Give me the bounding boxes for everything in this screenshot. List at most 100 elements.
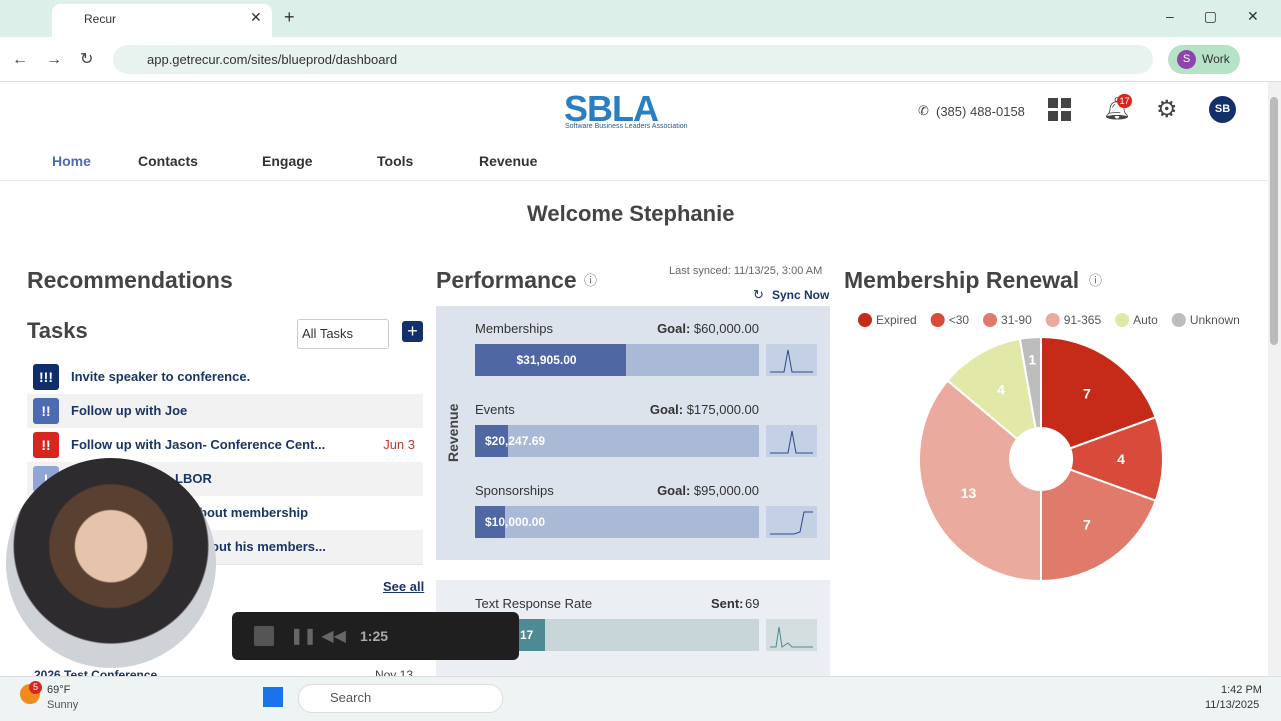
logo[interactable]: SBLA (564, 88, 659, 129)
search[interactable]: Search (330, 690, 372, 705)
goal-word: Goal: (657, 321, 691, 336)
nav-item[interactable]: Engage (262, 153, 313, 169)
tab-close[interactable]: ✕ (250, 9, 262, 25)
nav-item[interactable]: Tools (377, 153, 414, 169)
scroll-thumb[interactable] (1270, 97, 1278, 345)
legend-swatch (1115, 313, 1130, 327)
start[interactable] (263, 687, 283, 707)
welcome: Welcome Stephanie (527, 201, 735, 226)
phone[interactable]: (385) 488-0158 (936, 104, 1025, 119)
legend-swatch (858, 313, 872, 327)
goal: Goal: $175,000.00 (650, 402, 759, 417)
info-icon[interactable]: ⓘ (584, 273, 598, 288)
goal: Goal: $95,000.00 (657, 483, 759, 498)
filter-label[interactable]: All Tasks (302, 326, 354, 341)
section-title: Recommendations (27, 267, 233, 293)
pie-slice (1018, 335, 1042, 430)
task-text: bout membership (199, 505, 309, 520)
window-controls[interactable]: –▢✕ (1166, 8, 1281, 24)
spark-svg (770, 511, 813, 535)
slice-label: 4 (1117, 451, 1125, 467)
priority: !! (33, 432, 59, 458)
goal-value: $95,000.00 (693, 483, 759, 498)
sparkline (766, 506, 817, 538)
goal: Goal: $60,000.00 (657, 321, 759, 336)
sync-icon[interactable]: ↻ (753, 287, 764, 302)
progress-label: $31,905.00 (516, 353, 577, 367)
avatar[interactable]: SB (1209, 96, 1236, 123)
tab-title[interactable]: Recur (84, 12, 117, 26)
pie-chart: Expired <30 31-90 91-365 Auto Unknown 7 4 7 13 4 1 (858, 313, 1240, 583)
priority: !!! (33, 364, 59, 390)
taskbar (0, 676, 1281, 721)
settings[interactable]: ⚙ (1156, 96, 1178, 123)
sent: 69 (745, 596, 760, 611)
search-box[interactable] (298, 684, 503, 713)
chart-title: Membership Renewal (844, 267, 1080, 293)
recording-bar (232, 612, 519, 660)
legend-label: <30 (949, 313, 970, 327)
pie-slice (1040, 335, 1157, 450)
progress-label: $10,000.00 (485, 515, 546, 529)
task-row[interactable]: !! Follow up with Joe (27, 394, 423, 429)
info-icon[interactable]: ⓘ (1089, 273, 1103, 288)
weather-badge: 5 (29, 681, 42, 694)
legend-label: 91-365 (1064, 313, 1102, 327)
pie-slice (1040, 468, 1157, 583)
stop[interactable] (254, 626, 274, 646)
clock: 1:42 PM (1221, 684, 1262, 696)
task-date: Jun 3 (383, 437, 415, 452)
profile-name: Work (1202, 52, 1230, 66)
apps-icon[interactable] (1048, 98, 1071, 121)
see-all[interactable]: See all (383, 579, 425, 594)
sent-word: Sent: (711, 596, 744, 611)
new-tab[interactable]: + (284, 7, 295, 27)
goal-value: $60,000.00 (693, 321, 759, 336)
pie-slice (918, 379, 1042, 583)
task-text: Follow up with Jason- Conference Cent... (71, 437, 326, 452)
progress-bar (475, 425, 508, 457)
text-value: 17 (520, 628, 534, 642)
track (475, 506, 759, 538)
spark-svg (770, 430, 813, 454)
goal-word: Goal: (657, 483, 691, 498)
nav-buttons[interactable]: ←→↻ (12, 51, 112, 68)
url[interactable]: app.getrecur.com/sites/blueprod/dashboar… (147, 52, 398, 67)
task-row[interactable]: !!! Invite speaker to conference. (27, 360, 423, 395)
spark-line (770, 430, 813, 454)
filter[interactable] (297, 319, 389, 349)
axis-label: Revenue (445, 403, 461, 462)
address-bar[interactable] (113, 45, 1153, 74)
nav-item[interactable]: Contacts (138, 153, 198, 169)
add-task[interactable]: + (402, 321, 423, 342)
tab[interactable] (52, 4, 272, 37)
legend-label: Auto (1133, 313, 1158, 327)
slice-label: 13 (961, 485, 977, 501)
spark-svg (770, 349, 813, 373)
notification-count: 17 (1117, 94, 1132, 108)
sparkline (766, 425, 817, 457)
slice-label: 1 (1028, 351, 1036, 367)
slice-label: 7 (1083, 517, 1091, 533)
logo-sub: Software Business Leaders Association (565, 123, 688, 130)
legend-label: Expired (876, 313, 917, 327)
nav-home[interactable]: Home (52, 153, 91, 169)
task-row[interactable]: !! Follow up with Jason- Conference Cent.… (27, 428, 423, 463)
recording-time: 1:25 (360, 628, 389, 644)
goal-word: Goal: (649, 402, 684, 417)
phone-icon: ✆ (918, 103, 929, 118)
legend-label: Unknown (1190, 313, 1240, 327)
sync-now[interactable]: Sync Now (772, 288, 830, 302)
pie-slice (946, 337, 1037, 441)
goal-value: $175,000.00 (686, 402, 759, 417)
metric-name: Events (475, 402, 515, 417)
nav-item[interactable]: Revenue (479, 153, 538, 169)
legend-label: 31-90 (1001, 313, 1032, 327)
tasks-title: Tasks (27, 318, 88, 343)
controls[interactable]: ❚❚ ◀◀ (290, 628, 346, 645)
spark-line (770, 349, 813, 373)
priority: !! (33, 398, 59, 424)
temp: 69°F (47, 684, 71, 696)
last-synced: Last synced: 11/13/25, 3:00 AM (669, 265, 823, 277)
